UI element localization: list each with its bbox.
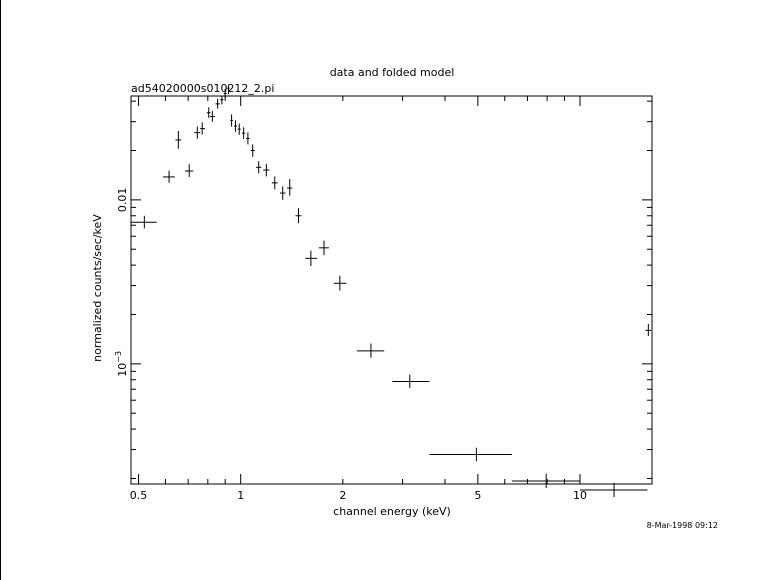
data-point [263,163,270,177]
data-point [318,240,329,256]
x-tick-label: 1 [237,489,244,502]
plot-frame [130,95,653,485]
data-point [279,186,286,200]
data-point [220,95,224,105]
x-tick-label: 0.5 [130,489,148,502]
axis-tick-labels: 0.5 1 2 5 10 0.01 10−3 [114,188,587,502]
data-point [271,176,278,190]
data-point [184,164,194,177]
data-point [175,131,182,149]
data-point [162,170,175,183]
data-point [131,215,157,229]
data-point [250,144,255,157]
data-points [131,85,652,498]
y-tick-label: 10−3 [114,351,129,377]
data-point [305,250,318,267]
data-point [356,343,385,358]
data-point [392,374,430,389]
timestamp-label: 8-Mar-1998 09:12 [647,521,718,530]
data-point [215,98,220,109]
axis-ticks [131,96,652,484]
data-point [241,127,246,140]
data-point [429,447,512,462]
window-left-edge [0,0,1,580]
data-point [287,179,293,196]
data-point [645,323,652,336]
chart-title: data and folded model [330,66,455,79]
data-point [295,208,302,224]
data-point [333,275,347,291]
data-point [256,161,262,174]
x-axis-label: channel energy (keV) [333,505,451,518]
data-point [246,132,250,145]
data-point [200,122,206,135]
data-point [227,85,230,95]
x-tick-label: 2 [339,489,346,502]
y-tick-label: 0.01 [116,188,129,213]
y-axis-label: normalized counts/sec/keV [91,214,104,362]
chart-subtitle: ad54020000s010212_2.pi [131,82,274,95]
data-point [230,114,233,127]
data-point [580,482,648,498]
data-point [206,107,211,118]
x-tick-label: 10 [573,489,587,502]
data-point [233,120,237,132]
data-point [511,473,581,488]
data-point [210,111,216,122]
data-point [194,126,201,139]
x-tick-label: 5 [474,489,481,502]
data-point [237,123,241,135]
data-point [223,88,227,99]
